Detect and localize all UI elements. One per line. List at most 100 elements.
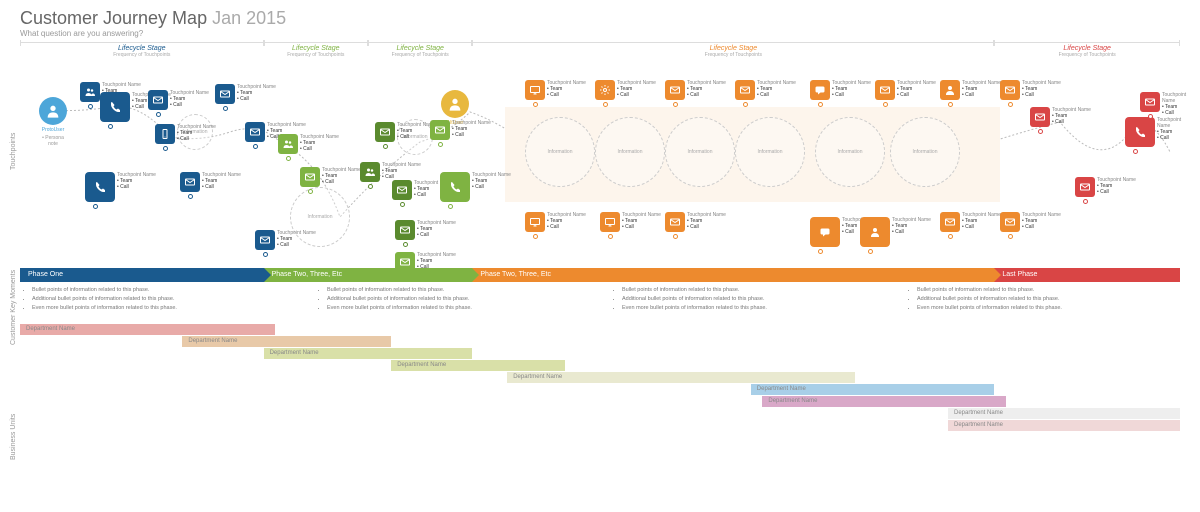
business-unit-bar: Department Name: [20, 324, 275, 335]
touchpoint-text: Touchpoint Name• Team• Call: [202, 172, 241, 190]
business-units: Department NameDepartment NameDepartment…: [0, 316, 1200, 431]
stage-header: Lifecycle StageFrequency of Touchpoints: [472, 42, 994, 58]
path-dot: [438, 142, 443, 147]
touchpoint: Touchpoint Name• Team• Call: [525, 212, 586, 232]
info-circle: Information: [735, 117, 805, 187]
touchpoint-text: Touchpoint Name• Team• Call: [177, 124, 216, 142]
stage-header: Lifecycle StageFrequency of Touchpoints: [994, 42, 1180, 58]
touchpoints-canvas: InformationInformationInformationInforma…: [20, 62, 1180, 262]
stage-title: Lifecycle Stage: [994, 45, 1180, 52]
touchpoint: Touchpoint Name• Team• Call: [300, 167, 361, 187]
path-dot: [818, 249, 823, 254]
users-icon: [80, 82, 100, 102]
info-circle: Information: [665, 117, 735, 187]
business-unit-bar: Department Name: [751, 384, 995, 395]
touchpoint-text: Touchpoint Name• Team• Call: [687, 80, 726, 98]
touchpoint: Touchpoint Name• Team• Call: [665, 212, 726, 232]
title-text: Customer Journey Map: [20, 8, 207, 28]
path-dot: [223, 106, 228, 111]
persona-avatar-icon: [39, 97, 67, 125]
mail-icon: [245, 122, 265, 142]
touchpoint: Touchpoint Name• Team• Call: [360, 162, 421, 182]
business-unit-bar: Department Name: [507, 372, 855, 383]
mail-icon: [1030, 107, 1050, 127]
touchpoint-text: Touchpoint Name• Team• Call: [472, 172, 511, 190]
user-icon: [860, 217, 890, 247]
touchpoint-text: Touchpoint Name• Team• Call: [417, 220, 456, 238]
phase-segment: Phase Two, Three, Etc: [264, 268, 473, 282]
touchpoint-text: Touchpoint Name• Team• Call: [547, 212, 586, 230]
touchpoint: Touchpoint Name• Team• Call: [440, 172, 511, 202]
mail-icon: [1000, 80, 1020, 100]
touchpoint: Touchpoint Name• Team• Call: [860, 217, 931, 247]
mail-icon: [300, 167, 320, 187]
touchpoint: Touchpoint Name• Team• Call: [1125, 117, 1181, 147]
path-dot: [93, 204, 98, 209]
path-dot: [1008, 234, 1013, 239]
mail-icon: [1075, 177, 1095, 197]
gear-icon: [595, 80, 615, 100]
stage-title: Lifecycle Stage: [20, 45, 264, 52]
phone-icon: [85, 172, 115, 202]
touchpoint-text: Touchpoint Name• Team• Call: [832, 80, 871, 98]
mail-icon: [665, 80, 685, 100]
touchpoint-text: Touchpoint Name• Team• Call: [170, 90, 209, 108]
business-unit-bar: Department Name: [182, 336, 391, 347]
touchpoint-text: Touchpoint Name• Team• Call: [300, 134, 339, 152]
business-unit-bar: Department Name: [948, 408, 1180, 419]
mail-icon: [665, 212, 685, 232]
business-unit-bar: Department Name: [948, 420, 1180, 431]
moment-item: Even more bullet points of information r…: [917, 304, 1180, 313]
path-dot: [286, 156, 291, 161]
path-dot: [383, 144, 388, 149]
path-dot: [533, 234, 538, 239]
moment-item: Bullet points of information related to …: [622, 286, 885, 295]
path-dot: [533, 102, 538, 107]
moment-item: Additional bullet points of information …: [622, 295, 885, 304]
users-icon: [278, 134, 298, 154]
moment-item: Even more bullet points of information r…: [327, 304, 590, 313]
touchpoint: Touchpoint Name• Team• Call: [600, 212, 661, 232]
stage-sub: Frequency of Touchpoints: [368, 52, 472, 58]
stage-sub: Frequency of Touchpoints: [472, 52, 994, 58]
business-unit-bar: Department Name: [762, 396, 1006, 407]
mail-icon: [392, 180, 412, 200]
header: Customer Journey Map Jan 2015 What quest…: [0, 0, 1200, 42]
path-dot: [743, 102, 748, 107]
mail-icon: [215, 84, 235, 104]
path-dot: [1133, 149, 1138, 154]
page-title: Customer Journey Map Jan 2015: [20, 8, 1180, 29]
touchpoint: Touchpoint Name• Team• Call: [85, 172, 156, 202]
phone-icon: [440, 172, 470, 202]
touchpoint-text: Touchpoint Name• Team• Call: [117, 172, 156, 190]
touchpoint: Touchpoint Name• Team• Call: [375, 122, 436, 142]
touchpoint: Touchpoint Name• Team• Call: [215, 84, 276, 104]
path-dot: [948, 234, 953, 239]
touchpoint: Touchpoint Name• Team• Call: [255, 230, 316, 250]
path-dot: [400, 202, 405, 207]
path-dot: [188, 194, 193, 199]
path-dot: [608, 234, 613, 239]
screen-icon: [600, 212, 620, 232]
touchpoint-text: Touchpoint Name• Team• Call: [1162, 92, 1186, 116]
mail-icon: [255, 230, 275, 250]
touchpoint-text: Touchpoint Name• Team• Call: [962, 212, 1001, 230]
path-dot: [308, 189, 313, 194]
phase-segment: Phase Two, Three, Etc: [472, 268, 994, 282]
touchpoint-text: Touchpoint Name• Team• Call: [1022, 212, 1061, 230]
touchpoint: Touchpoint Name• Team• Call: [1140, 92, 1186, 116]
touchpoint: Touchpoint Name• Team• Call: [1030, 107, 1091, 127]
stage-header: Lifecycle StageFrequency of Touchpoints: [264, 42, 368, 58]
persona-sub: • Persona note: [38, 135, 68, 147]
moments-column: Bullet points of information related to …: [905, 286, 1180, 312]
touchpoint-text: Touchpoint Name• Team• Call: [1157, 117, 1181, 141]
path-dot: [868, 249, 873, 254]
mail-icon: [395, 220, 415, 240]
touchpoint: Touchpoint Name• Team• Call: [940, 80, 1001, 100]
touchpoint-text: Touchpoint Name• Team• Call: [897, 80, 936, 98]
path-dot: [108, 124, 113, 129]
touchpoint-text: Touchpoint Name• Team• Call: [322, 167, 361, 185]
user-icon: [940, 80, 960, 100]
path-dot: [448, 204, 453, 209]
section-label-touchpoints: Touchpoints: [10, 133, 17, 170]
